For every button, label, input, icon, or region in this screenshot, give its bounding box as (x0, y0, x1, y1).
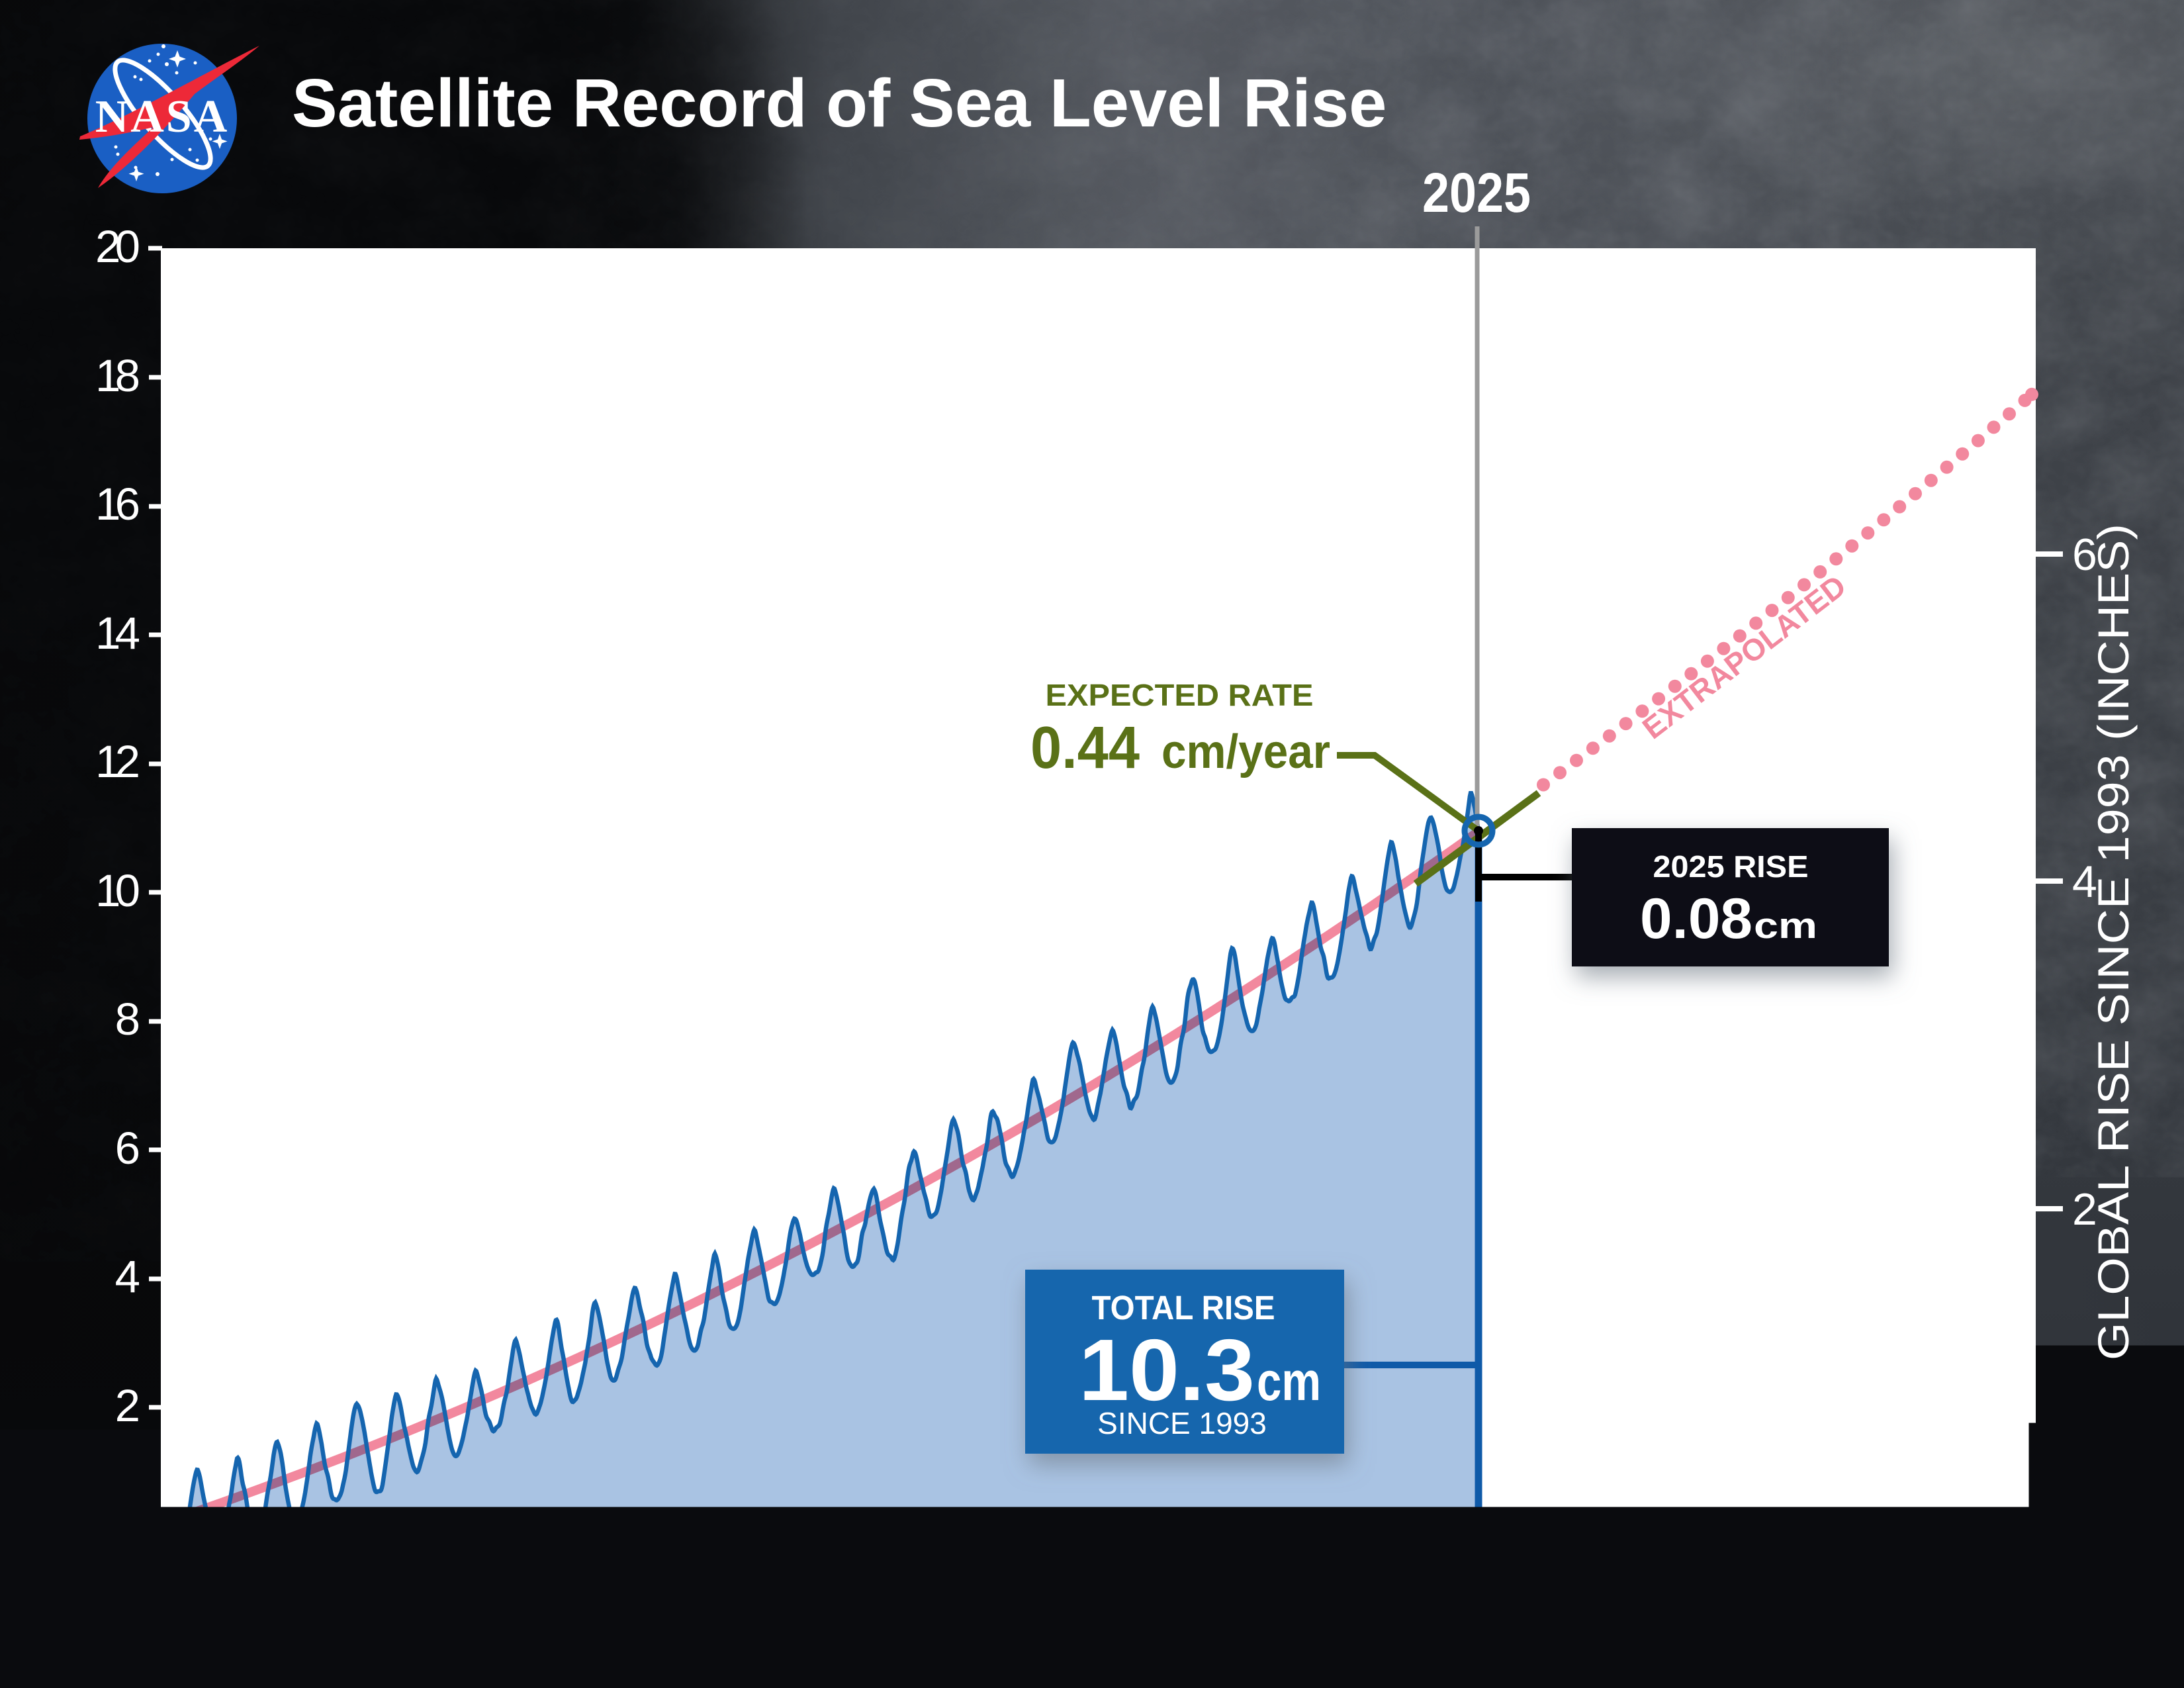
svg-text:2025: 2025 (1422, 162, 1531, 224)
svg-text:Satellite Record of Sea Level: Satellite Record of Sea Level Rise (292, 65, 1387, 141)
svg-text:cm: cm (1754, 905, 1817, 946)
svg-text:0.08: 0.08 (1640, 887, 1752, 951)
svg-text:2: 2 (115, 1380, 140, 1431)
svg-text:4: 4 (115, 1251, 140, 1302)
svg-text:GLOBAL RISE SINCE 1993 (INCHES: GLOBAL RISE SINCE 1993 (INCHES) (2089, 524, 2138, 1360)
svg-text:6: 6 (115, 1123, 140, 1174)
svg-text:2025 RISE: 2025 RISE (1653, 849, 1809, 884)
svg-text:2000: 2000 (389, 1588, 496, 1646)
svg-text:2020: 2020 (1185, 1588, 1292, 1646)
svg-text:SINCE 1993: SINCE 1993 (1097, 1406, 1267, 1440)
svg-text:cm/year: cm/year (1161, 726, 1330, 778)
svg-text:12: 12 (95, 736, 140, 787)
svg-text:NASA: NASA (95, 91, 230, 142)
svg-text:14: 14 (95, 608, 140, 659)
svg-text:2030: 2030 (1583, 1588, 1690, 1646)
svg-text:GLOBAL RISE SINCE 1993 (CM): GLOBAL RISE SINCE 1993 (CM) (21, 592, 66, 1250)
svg-text:20: 20 (95, 221, 140, 272)
svg-text:cm: cm (1257, 1350, 1321, 1412)
svg-text:0: 0 (115, 1509, 140, 1560)
svg-text:10: 10 (95, 865, 140, 916)
svg-text:16: 16 (95, 479, 140, 530)
svg-text:2010: 2010 (787, 1588, 893, 1646)
svg-text:18: 18 (95, 350, 140, 401)
svg-text:0.44: 0.44 (1030, 715, 1140, 781)
svg-text:2040: 2040 (1978, 1588, 2085, 1646)
svg-text:10.3: 10.3 (1079, 1321, 1255, 1419)
svg-text:1993: 1993 (111, 1588, 217, 1646)
svg-text:EXPECTED RATE: EXPECTED RATE (1046, 678, 1314, 712)
svg-text:8: 8 (115, 994, 140, 1045)
